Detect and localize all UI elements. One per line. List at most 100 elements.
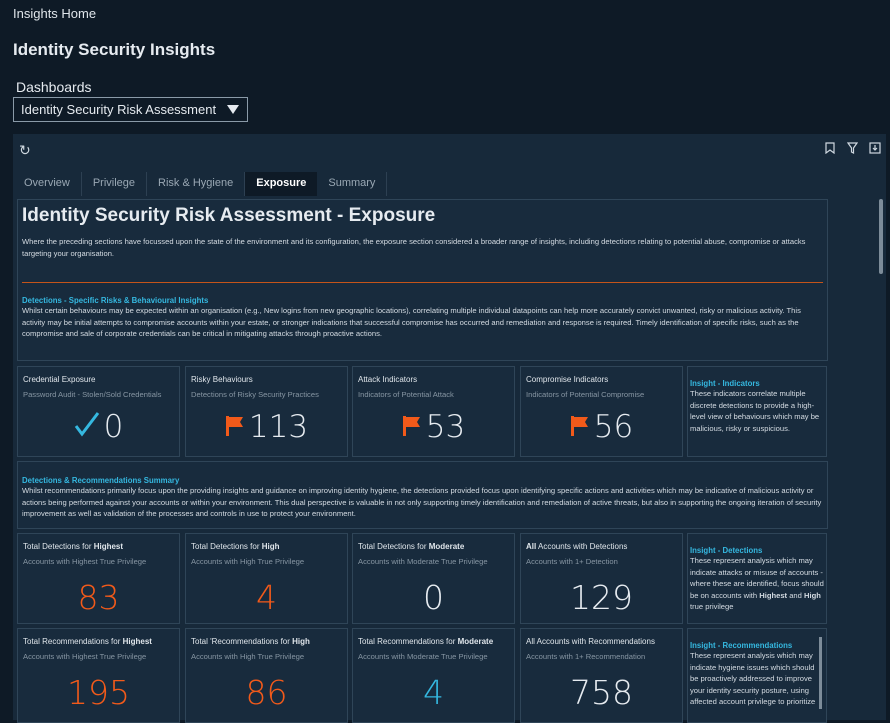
- insight-scrollbar[interactable]: [819, 637, 822, 709]
- title-bold: High: [292, 637, 310, 646]
- card-title: Total Recommendations for Highest: [23, 637, 174, 646]
- dashboards-label: Dashboards: [16, 79, 92, 95]
- value: 0: [423, 578, 444, 617]
- value: 0: [103, 409, 124, 445]
- value: 86: [245, 673, 288, 712]
- section-title: Identity Security Risk Assessment - Expo…: [22, 205, 436, 226]
- detection-card[interactable]: All Accounts with Detections Accounts wit…: [520, 533, 683, 624]
- card-value: 4: [191, 578, 342, 617]
- card-title: Total Detections for Highest: [23, 542, 174, 551]
- title-bold: Moderate: [428, 542, 465, 551]
- breadcrumb-insights-home[interactable]: Insights Home: [13, 6, 97, 21]
- card-subtitle: Detections of Risky Security Practices: [191, 390, 319, 399]
- insight-detections: Insight - Detections These represent ana…: [687, 533, 827, 624]
- bookmark-icon[interactable]: [825, 142, 835, 157]
- insight-text: These indicators correlate multiple disc…: [690, 389, 820, 433]
- card-value: 56: [526, 409, 677, 445]
- value: 4: [423, 673, 444, 712]
- download-icon[interactable]: [869, 142, 881, 157]
- text: These represent analysis which may indic…: [690, 556, 824, 600]
- card-subtitle: Accounts with 1+ Recommendation: [526, 652, 646, 661]
- indicator-card[interactable]: Risky Behaviours Detections of Risky Secu…: [185, 366, 348, 457]
- filter-icon[interactable]: [846, 142, 859, 157]
- card-subtitle: Indicators of Potential Compromise: [526, 390, 645, 399]
- card-title: Attack Indicators: [358, 375, 418, 384]
- value: 56: [593, 409, 634, 445]
- title-text: Total Detections for: [191, 542, 262, 551]
- divider: [22, 282, 823, 283]
- card-title: Total Recommendations for Moderate: [358, 637, 509, 646]
- title-text: Total Recommendations for: [358, 637, 458, 646]
- title-text: Total Recommendations for: [23, 637, 123, 646]
- card-subtitle: Accounts with Moderate True Privilege: [358, 557, 488, 566]
- bold: High: [803, 590, 821, 600]
- indicator-card[interactable]: Compromise Indicators Indicators of Poten…: [520, 366, 683, 457]
- indicator-card[interactable]: Credential Exposure Password Audit - Stol…: [17, 366, 180, 457]
- card-subtitle: Accounts with 1+ Detection: [526, 557, 618, 566]
- detections-text: Whilst certain behaviours may be expecte…: [22, 306, 801, 338]
- card-title: All Accounts with Detections: [526, 542, 677, 551]
- card-subtitle: Accounts with High True Privilege: [191, 652, 305, 661]
- card-value: 4: [358, 673, 509, 712]
- insight-recommendations: Insight - Recommendations These represen…: [687, 628, 827, 723]
- content-area: Identity Security Risk Assessment - Expo…: [17, 199, 828, 723]
- tab-privilege[interactable]: Privilege: [82, 172, 148, 196]
- recommendation-card[interactable]: Total Recommendations for Highest Account…: [17, 628, 180, 723]
- flag-icon: [225, 409, 245, 445]
- card-value: 758: [526, 673, 677, 712]
- refresh-icon[interactable]: ↻: [19, 142, 31, 158]
- title-text: All Accounts with Recommendations: [526, 637, 655, 646]
- value: 53: [425, 409, 466, 445]
- card-title: Total Detections for High: [191, 542, 342, 551]
- tab-overview[interactable]: Overview: [13, 172, 82, 196]
- check-icon: [74, 409, 100, 445]
- recommendation-card[interactable]: All Accounts with Recommendations Account…: [520, 628, 683, 723]
- flag-icon: [402, 409, 422, 445]
- card-title: Compromise Indicators: [526, 375, 609, 384]
- scrollbar[interactable]: [879, 199, 883, 274]
- card-value: 83: [23, 578, 174, 617]
- card-subtitle: Accounts with High True Privilege: [191, 557, 305, 566]
- indicator-card[interactable]: Attack Indicators Indicators of Potential…: [352, 366, 515, 457]
- card-title: Total 'Recommendations for High: [191, 637, 342, 646]
- dashboard-select[interactable]: Identity Security Risk Assessment: [13, 97, 248, 122]
- text: true privilege: [690, 602, 734, 611]
- card-subtitle: Accounts with Highest True Privilege: [23, 652, 147, 661]
- title-text: Total 'Recommendations for: [191, 637, 293, 646]
- title-bold: Highest: [93, 542, 124, 551]
- card-title: Risky Behaviours: [191, 375, 253, 384]
- intro-text: Where the preceding sections have focuss…: [22, 237, 806, 258]
- detection-card[interactable]: Total Detections for High Accounts with H…: [185, 533, 348, 624]
- title-text: Total Detections for: [358, 542, 429, 551]
- tab-risk-hygiene[interactable]: Risk & Hygiene: [147, 172, 246, 196]
- title-bold: Moderate: [457, 637, 494, 646]
- value: 758: [570, 673, 633, 712]
- tab-exposure[interactable]: Exposure: [245, 172, 318, 196]
- card-title: All Accounts with Recommendations: [526, 637, 677, 646]
- detections-heading: Detections - Specific Risks & Behavioura…: [22, 296, 209, 305]
- title-bold: Highest: [122, 637, 152, 646]
- recommendation-card[interactable]: Total 'Recommendations for High Accounts …: [185, 628, 348, 723]
- card-subtitle: Accounts with Moderate True Privilege: [358, 652, 488, 661]
- card-value: 86: [191, 673, 342, 712]
- detection-card[interactable]: Total Detections for Moderate Accounts wi…: [352, 533, 515, 624]
- detection-card[interactable]: Total Detections for Highest Accounts wit…: [17, 533, 180, 624]
- title-bold: All: [526, 542, 537, 551]
- title-bold: High: [261, 542, 280, 551]
- summary-text: Whilst recommendations primarily focus u…: [22, 486, 822, 518]
- dashboard-select-value: Identity Security Risk Assessment: [21, 102, 217, 117]
- insight-text: These represent analysis which may indic…: [690, 555, 824, 613]
- card-value: 0: [358, 578, 509, 617]
- tab-bar: Overview Privilege Risk & Hygiene Exposu…: [13, 172, 388, 196]
- card-title: Total Detections for Moderate: [358, 542, 509, 551]
- card-value: 129: [526, 578, 677, 617]
- flag-icon: [570, 409, 590, 445]
- recommendation-card[interactable]: Total Recommendations for Moderate Accoun…: [352, 628, 515, 723]
- bold: Highest: [759, 590, 788, 600]
- title-text: Accounts with Detections: [536, 542, 628, 551]
- insight-indicators: Insight - Indicators These indicators co…: [687, 366, 827, 457]
- card-subtitle: Accounts with Highest True Privilege: [23, 557, 147, 566]
- card-value: 113: [191, 409, 342, 445]
- tab-summary[interactable]: Summary: [317, 172, 388, 196]
- intro-section: Identity Security Risk Assessment - Expo…: [17, 199, 828, 361]
